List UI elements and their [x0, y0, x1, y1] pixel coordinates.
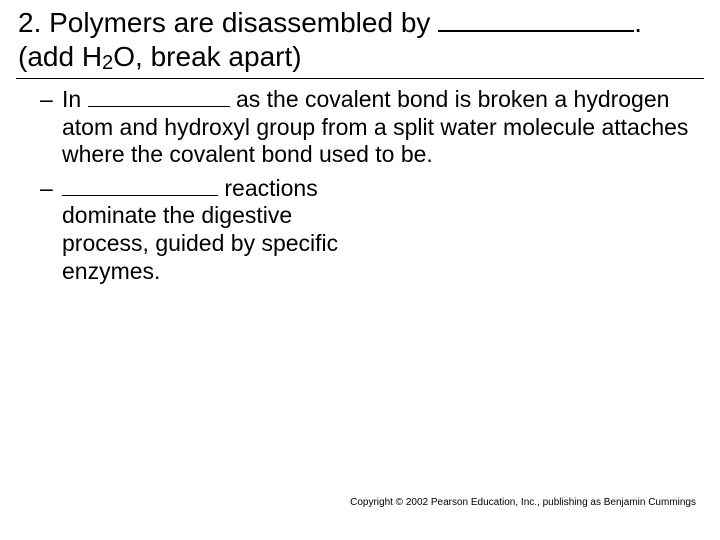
- bullet-item-1: – In as the covalent bond is broken a hy…: [40, 86, 700, 169]
- bullet-dash: –: [40, 175, 53, 203]
- slide-body: – In as the covalent bond is broken a hy…: [40, 86, 700, 291]
- bullet2-blank: [62, 176, 218, 196]
- slide: 2. Polymers are disassembled by . (add H…: [0, 0, 720, 540]
- slide-heading: 2. Polymers are disassembled by . (add H…: [18, 6, 702, 73]
- bullet-item-2: – reactions dominate the digestive proce…: [40, 175, 382, 285]
- copyright-text: Copyright © 2002 Pearson Education, Inc.…: [350, 497, 696, 508]
- heading-subscript: 2: [102, 52, 113, 74]
- bullet-dash: –: [40, 86, 53, 114]
- heading-suffix-b: O, break apart): [113, 41, 301, 72]
- bullet1-blank: [88, 87, 230, 107]
- heading-underline-rule: [16, 78, 704, 79]
- heading-prefix: 2. Polymers are disassembled by: [18, 7, 438, 38]
- heading-blank: [438, 6, 634, 32]
- bullet1-pre: In: [62, 86, 88, 112]
